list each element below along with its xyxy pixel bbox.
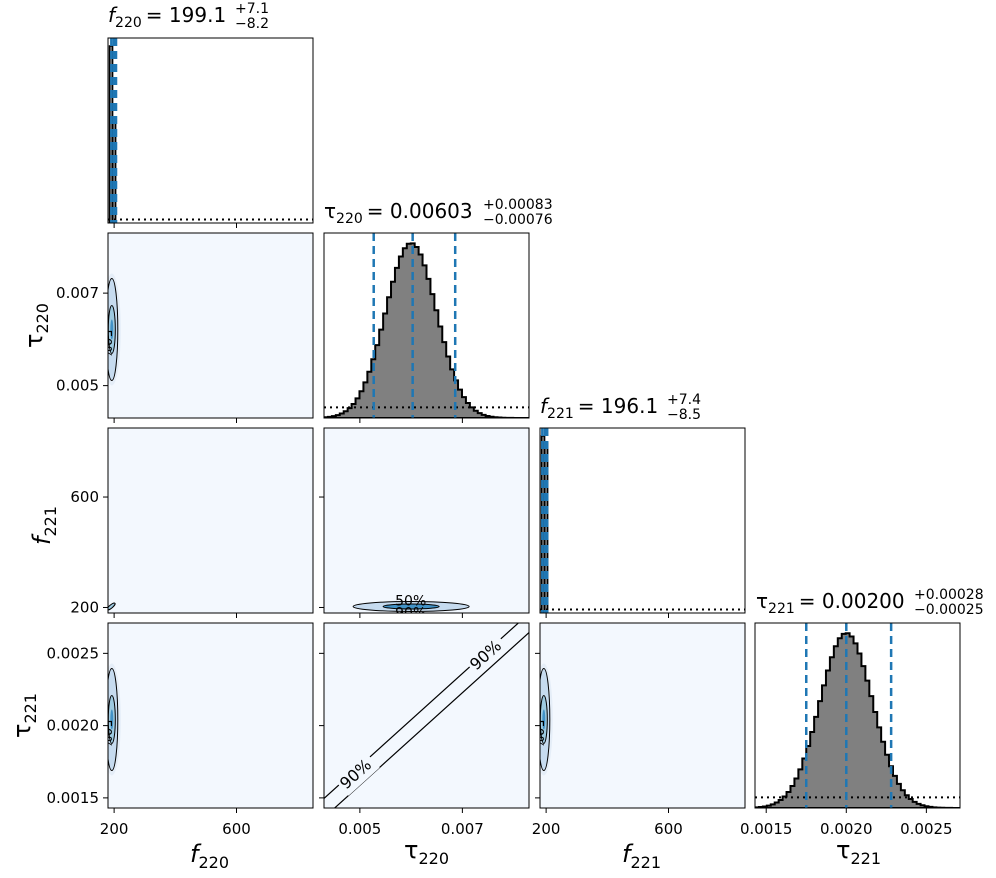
contour-f221-vs-f220 [108,602,116,611]
frame-f221 [539,427,746,614]
ytick-label-tau220-0: 0.005 [56,377,99,395]
hist-panel-tau221 [755,623,960,808]
contour-core [110,319,114,340]
xtick-label-tau221-1: 0.0020 [820,820,873,838]
svg-text:τ220: τ220 [20,303,52,348]
panel-tau221-vs-tau220: 90%90% [324,623,529,808]
panel-bg-tau220-vs-f220 [108,233,313,418]
contour-label-50: 50% [530,720,545,749]
ytick-label-tau221-2: 0.0025 [47,644,100,662]
xtick-label-f221-0: 200 [532,820,561,838]
svg-text:f220: f220 [190,840,229,872]
frame-tau220 [323,232,530,419]
panel-bg-tau221-vs-f220 [108,623,313,808]
frame-f220 [107,37,314,224]
ytick-label-tau220-1: 0.007 [56,284,99,302]
svg-text:f220= 199.1: f220 = 199.1 [108,3,226,31]
hist-panel-tau220 [324,233,529,418]
hist-step-tau221 [755,632,960,808]
xtick-label-tau220-0: 0.005 [338,820,381,838]
title-tau220-minus: −0.00076 [483,212,553,228]
title-f221-plus: +7.4 [667,392,701,408]
frame-f221-vs-f220 [107,427,314,614]
title-tau221-median: 0.00200 [822,589,905,613]
xlabel-tau221: τ221 [836,836,881,868]
contour-group-tau220-vs-f220: 50% [98,273,121,386]
xtick-label-tau221-2: 0.0025 [900,820,953,838]
title-tau221-plus: +0.00028 [914,587,984,603]
contour-label-50: 50% [395,593,426,609]
panel-bg-tau221-vs-f221 [540,623,745,808]
ytick-label-tau221-1: 0.0020 [47,717,100,735]
xlabel-f221: f221 [622,840,661,872]
title-f221-minus: −8.5 [667,407,701,423]
frame-f221-vs-tau220 [323,427,530,614]
panel-tau221-vs-f221: 50% [530,623,745,808]
contour-label-50: 50% [98,720,113,749]
title-f220-minus: −8.2 [235,16,269,32]
svg-text:τ221: τ221 [836,836,881,868]
panel-f221-vs-tau220: 50%90% [324,428,529,621]
contour-group-tau221-vs-f221: 50% [530,663,553,776]
title-f220: f220 = 199.1 +7.1 −8.2 [108,1,269,32]
title-tau221: τ221 = 0.00200 +0.00028 −0.00025 [756,587,984,618]
title-f221-median: 196.1 [601,394,658,418]
xtick-label-f220-0: 200 [100,820,129,838]
panel-f221-vs-f220 [108,428,313,613]
contour-core [542,709,546,730]
svg-text:f221: f221 [28,506,60,545]
title-tau220-plus: +0.00083 [483,197,553,213]
svg-text:τ220: τ220 [404,836,449,868]
ytick-label-f221-1: 600 [70,488,99,506]
frame-tau220-vs-f220 [107,232,314,419]
svg-text:τ220= 0.00603: τ220 = 0.00603 [324,199,473,227]
panel-bg-f221-vs-f220 [108,428,313,613]
title-f221-sub: 221 [547,406,574,422]
label-mask-1 [333,751,380,796]
title-f221: f221 = 196.1 +7.4 −8.5 [540,392,701,423]
contour-50 [382,603,440,610]
title-tau220-median: 0.00603 [390,199,473,223]
title-tau221-sub: 221 [768,601,795,617]
hist-panel-f221 [540,428,745,613]
svg-text:τ221= 0.00200: τ221 = 0.00200 [756,589,905,617]
xlabel-f220: f220 [190,840,229,872]
xtick-label-f221-1: 600 [654,820,683,838]
svg-text:f221: f221 [622,840,661,872]
frame-tau221-vs-tau220 [323,622,530,809]
panel-bg-f221-vs-tau220 [324,428,529,613]
contour-label-90: 90% [395,605,426,621]
contour-label-50: 50% [98,330,113,359]
title-tau221-minus: −0.00025 [914,602,984,618]
panel-tau221-vs-f220: 50% [98,623,313,808]
ylabel-tau221: τ221 [8,693,40,738]
title-f220-sub: 220 [115,15,142,31]
title-tau220-sub: 220 [336,211,363,227]
label-mask-2 [463,632,510,677]
xtick-label-tau221-0: 0.0015 [740,820,793,838]
svg-text:f221= 196.1: f221 = 196.1 [540,394,658,422]
title-f220-median: 199.1 [169,3,226,27]
ytick-label-f221-0: 200 [70,598,99,616]
frame-tau221-vs-f221 [539,622,746,809]
title-tau220: τ220 = 0.00603 +0.00083 −0.00076 [324,197,553,228]
ytick-label-tau221-0: 0.0015 [47,789,100,807]
svg-text:τ221: τ221 [8,693,40,738]
ylabel-f221: f221 [28,506,60,545]
contour-core [110,709,114,730]
panels: 50%50%90%50%90%90%50%200 600 0.005 0.007 200… [47,37,961,838]
contour-group-tau221-vs-f220: 50% [98,663,121,776]
panel-tau220-vs-f220: 50% [98,233,313,418]
hist-step-tau220 [324,242,529,418]
title-f220-plus: +7.1 [235,1,269,17]
xtick-label-f220-1: 600 [222,820,251,838]
xlabel-tau220: τ220 [404,836,449,868]
xtick-label-tau220-1: 0.007 [441,820,484,838]
hist-panel-f220 [108,38,313,223]
ylabel-tau220: τ220 [20,303,52,348]
frame-tau221-vs-f220 [107,622,314,809]
frame-tau221 [754,622,961,809]
